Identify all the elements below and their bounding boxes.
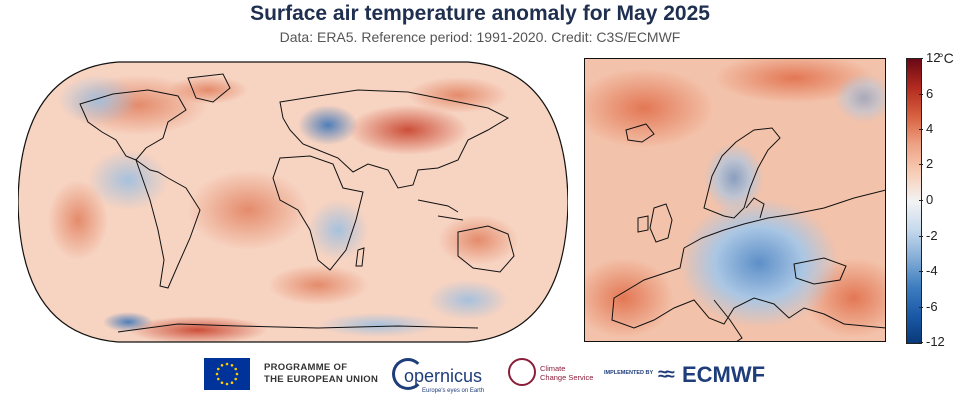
colorbar-tick: 6 (918, 86, 933, 101)
colorbar-tick: 0 (918, 192, 933, 207)
logo-strip: PROGRAMME OF THE EUROPEAN UNION opernicu… (0, 352, 980, 398)
colorbar-tick: -4 (919, 263, 938, 278)
colorbar-tick: 4 (918, 121, 933, 136)
ecmwf-logo: IMPLEMENTED BY ≈≈ ECMWF (604, 362, 766, 387)
page-title: Surface air temperature anomaly for May … (250, 2, 710, 25)
thermometer-icon (508, 358, 536, 386)
colorbar-tick: -2 (919, 228, 938, 243)
colorbar-unit: °C (938, 50, 954, 66)
page-subtitle: Data: ERA5. Reference period: 1991-2020.… (279, 29, 681, 45)
eu-flag-icon (204, 358, 250, 390)
colorbar (906, 58, 922, 344)
eu-programme-label: PROGRAMME OF THE EUROPEAN UNION (264, 362, 379, 385)
colorbar-tick: 12 (918, 50, 940, 65)
europe-temperature-map (584, 58, 886, 342)
colorbar-tick: 2 (918, 156, 933, 171)
colorbar-tick: -12 (919, 334, 945, 349)
copernicus-ring-icon (392, 358, 424, 390)
c3s-logo: Climate Change Service (508, 356, 598, 396)
ecmwf-waves-icon: ≈≈ (658, 364, 675, 384)
copernicus-logo: opernicus Europe's eyes on Earth (392, 356, 492, 396)
world-temperature-map (18, 61, 568, 343)
colorbar-tick: -6 (919, 299, 938, 314)
